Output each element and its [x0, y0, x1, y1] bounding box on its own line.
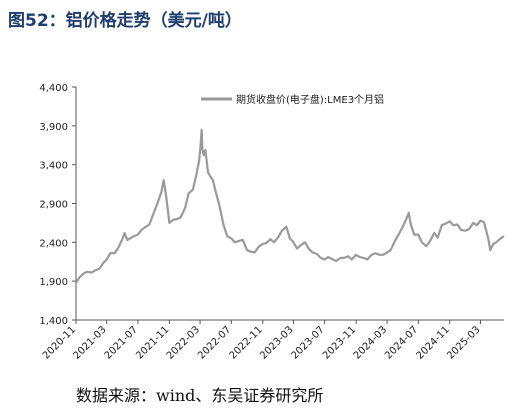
y-tick-label: 3,400: [39, 161, 68, 172]
x-tick-label: 2022-07: [196, 324, 233, 361]
figure-title: 图52：铝价格走势（美元/吨）: [8, 11, 242, 31]
x-tick-label: 2023-07: [289, 324, 326, 361]
y-tick-label: 2,900: [39, 200, 68, 211]
legend-label: 期货收盘价(电子盘):LME3个月铝: [236, 93, 384, 106]
x-axis-ticks: 2020-112021-032021-072021-112022-032022-…: [41, 320, 483, 362]
chart: 1,400 1,900 2,400 2,900 3,400 3,900 4,400 2020…: [39, 83, 505, 362]
x-tick-label: 2021-07: [103, 324, 140, 361]
series-line-lme3m-aluminium: [75, 128, 505, 284]
x-tick-label: 2023-03: [258, 324, 295, 361]
y-axis-ticks: 1,400 1,900 2,400 2,900 3,400 3,900 4,400: [39, 83, 76, 327]
legend: 期货收盘价(电子盘):LME3个月铝: [201, 93, 384, 106]
y-tick-label: 1,400: [39, 316, 68, 327]
axes: [75, 87, 504, 321]
y-tick-label: 1,900: [39, 277, 68, 288]
x-tick-label: 2024-07: [383, 324, 420, 361]
y-tick-label: 2,400: [39, 238, 68, 249]
x-tick-label: 2022-03: [165, 324, 202, 361]
source-note: 数据来源：wind、东吴证券研究所: [76, 386, 324, 405]
y-tick-label: 3,900: [39, 122, 68, 133]
y-tick-label: 4,400: [39, 83, 68, 94]
x-tick-label: 2024-03: [352, 324, 389, 361]
x-tick-label: 2021-03: [71, 324, 108, 361]
x-tick-label: 2025-03: [445, 324, 482, 361]
